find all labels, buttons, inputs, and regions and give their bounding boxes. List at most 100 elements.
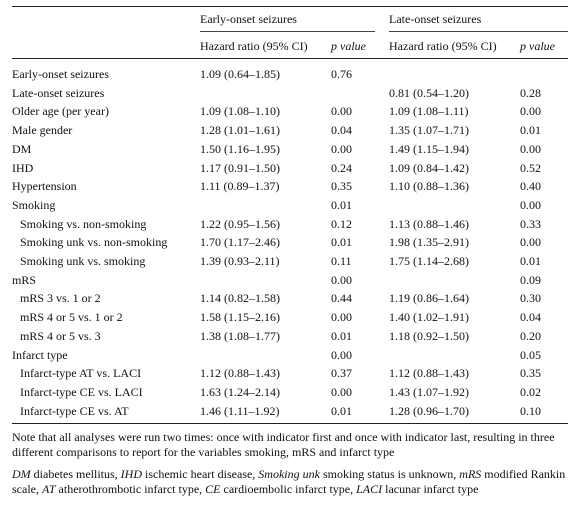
p-value-early: 0.00: [331, 310, 352, 325]
p-value-early: 0.00: [331, 272, 352, 287]
header-bottom-rule: [12, 58, 568, 59]
hazard-ratio-early: 1.28 (1.01–1.61): [200, 123, 280, 138]
table-row: Older age (per year) 1.09 (1.08–1.10) 0.00…: [0, 101, 579, 121]
row-label: Late-onset seizures: [12, 85, 105, 100]
abbrev-term: IHD: [120, 467, 142, 481]
p-value-early: 0.37: [331, 366, 352, 381]
hazard-ratio-late: 1.75 (1.14–2.68): [389, 254, 469, 268]
row-label: Hypertension: [12, 179, 77, 194]
header-p-early-text: p value: [331, 39, 366, 53]
p-value-early: 0.01: [331, 235, 352, 250]
p-value-early: 0.44: [331, 291, 352, 306]
abbrev-term: AT: [41, 482, 56, 496]
table-bottom-rule: [12, 423, 568, 424]
table-row: mRS 4 or 5 vs. 3 1.38 (1.08–1.77) 0.01 1.18…: [0, 326, 579, 346]
row-label: Infarct-type CE vs. LACI: [20, 384, 143, 399]
hazard-ratio-late: 1.35 (1.07–1.71): [389, 123, 469, 138]
p-value-late: 0.00: [520, 235, 541, 250]
table-row: Infarct-type CE vs. AT 1.46 (1.11–1.92) 0.…: [0, 401, 579, 421]
abbrev-definition: smoking status is unknown,: [319, 467, 460, 481]
table-row: Male gender 1.28 (1.01–1.61) 0.04 1.35 (1.0…: [0, 120, 579, 140]
row-label: mRS 3 vs. 1 or 2: [20, 291, 101, 306]
hazard-ratio-early: 1.22 (0.95–1.56): [200, 216, 280, 231]
table-row: mRS 3 vs. 1 or 2 1.14 (0.82–1.58) 0.44 1.19…: [0, 288, 579, 308]
abbrev-term: CE: [205, 482, 221, 496]
row-label: Smoking vs. non-smoking: [20, 216, 147, 231]
row-label: Smoking unk vs. non-smoking: [20, 235, 168, 250]
p-value-late: 0.09: [520, 272, 541, 287]
row-label: Male gender: [12, 123, 73, 138]
hazard-ratio-early: 1.11 (0.89–1.37): [200, 179, 280, 194]
table-row: Hypertension 1.11 (0.89–1.37) 0.35 1.10 (0.…: [0, 176, 579, 196]
header-early-onset-rule: [200, 31, 375, 32]
header-hr-late: Hazard ratio (95% CI): [389, 39, 497, 53]
header-late-onset: Late-onset seizures: [389, 12, 482, 26]
footnote-abbreviations: DM diabetes mellitus, IHD ischemic heart…: [12, 467, 568, 497]
table-row: Late-onset seizures 0.81 (0.54–1.20) 0.28: [0, 83, 579, 103]
header-early-onset: Early-onset seizures: [200, 12, 297, 26]
hazard-ratio-early: 1.09 (1.08–1.10): [200, 104, 280, 119]
abbrev-definition: atherothrombotic infarct type,: [55, 482, 206, 496]
p-value-early: 0.00: [331, 384, 352, 399]
p-value-late: 0.02: [520, 384, 541, 399]
table-row: IHD 1.17 (0.91–1.50) 0.24 1.09 (0.84–1.42) 0…: [0, 158, 579, 178]
hazard-ratio-early: 1.12 (0.88–1.43): [200, 366, 280, 381]
p-value-late: 0.30: [520, 291, 541, 306]
hazard-ratio-early: 1.39 (0.93–2.11): [200, 254, 280, 268]
hazard-ratio-late: 1.13 (0.88–1.46): [389, 216, 469, 231]
hazard-ratio-early: 1.14 (0.82–1.58): [200, 291, 280, 306]
p-value-early: 0.01: [331, 328, 352, 343]
hazard-ratio-late: 1.12 (0.88–1.43): [389, 366, 469, 381]
hazard-ratio-early: 1.17 (0.91–1.50): [200, 160, 280, 175]
hazard-ratio-late: 1.98 (1.35–2.91): [389, 235, 469, 250]
hazard-ratio-early: 1.46 (1.11–1.92): [200, 403, 280, 418]
hazard-ratio-late: 1.19 (0.86–1.64): [389, 291, 469, 306]
hazard-ratio-late: 0.81 (0.54–1.20): [389, 85, 469, 100]
abbrev-definition: modified Rankin scale,: [12, 467, 566, 496]
table-row: Infarct-type AT vs. LACI 1.12 (0.88–1.43)…: [0, 363, 579, 383]
p-value-late: 0.35: [520, 366, 541, 381]
p-value-early: 0.01: [331, 197, 352, 212]
table-row: Early-onset seizures 1.09 (0.64–1.85) 0.76: [0, 64, 579, 84]
header-hr-early: Hazard ratio (95% CI): [200, 39, 308, 53]
hazard-ratio-late: 1.28 (0.96–1.70): [389, 403, 469, 418]
row-label: Smoking unk vs. smoking: [20, 254, 146, 268]
row-label: Smoking: [12, 197, 56, 212]
p-value-early: 0.12: [331, 216, 352, 231]
table-row: Infarct-type CE vs. LACI 1.63 (1.24–2.14)…: [0, 382, 579, 402]
hazard-ratio-late: 1.40 (1.02–1.91): [389, 310, 469, 325]
header-p-late-text: p value: [520, 39, 555, 53]
row-label: Infarct-type CE vs. AT: [20, 403, 129, 418]
abbrev-term: mRS: [459, 467, 482, 481]
p-value-early: 0.11: [331, 254, 352, 268]
row-label: Older age (per year): [12, 104, 109, 119]
hazard-ratio-early: 1.09 (0.64–1.85): [200, 67, 280, 81]
abbrev-definition: diabetes mellitus,: [30, 467, 121, 481]
row-label: Early-onset seizures: [12, 67, 109, 81]
hazard-ratio-early: 1.63 (1.24–2.14): [200, 384, 280, 399]
table-row: Infarct type 0.00 0.05: [0, 345, 579, 365]
p-value-early: 0.00: [331, 104, 352, 119]
abbrev-definition: lacunar infarct type: [382, 482, 479, 496]
hazard-ratio-early: 1.58 (1.15–2.16): [200, 310, 280, 325]
p-value-early: 0.00: [331, 141, 352, 156]
p-value-late: 0.28: [520, 85, 541, 100]
abbrev-term: DM: [12, 467, 31, 481]
p-value-late: 0.10: [520, 403, 541, 418]
p-value-late: 0.04: [520, 310, 541, 325]
table-top-rule: [12, 6, 568, 7]
p-value-late: 0.01: [520, 123, 541, 138]
p-value-early: 0.04: [331, 123, 352, 138]
p-value-late: 0.01: [520, 254, 541, 268]
header-p-late: p value: [520, 39, 555, 53]
row-label: mRS 4 or 5 vs. 1 or 2: [20, 310, 123, 325]
p-value-late: 0.52: [520, 160, 541, 175]
table-row: Smoking vs. non-smoking 1.22 (0.95–1.56) 0…: [0, 214, 579, 234]
p-value-early: 0.35: [331, 179, 352, 194]
table-row: Smoking unk vs. non-smoking 1.70 (1.17–2.…: [0, 232, 579, 252]
p-value-late: 0.40: [520, 179, 541, 194]
abbrev-term: Smoking unk: [258, 467, 320, 481]
hazard-ratio-late: 1.49 (1.15–1.94): [389, 141, 469, 156]
table-row: Smoking unk vs. smoking 1.39 (0.93–2.11) 0…: [0, 251, 579, 271]
table-row: mRS 4 or 5 vs. 1 or 2 1.58 (1.15–2.16) 0.0…: [0, 307, 579, 327]
